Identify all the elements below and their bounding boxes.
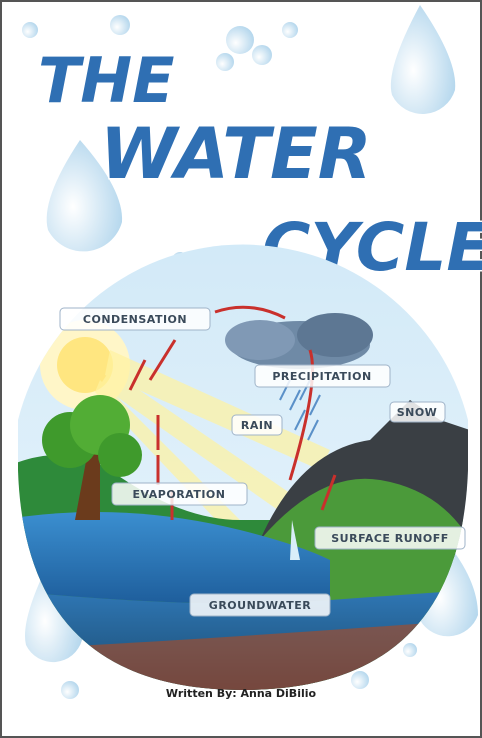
label: CONDENSATION [83,313,187,326]
author: Written By: Anna DiBilio [166,687,317,700]
label: RAIN [241,419,273,432]
page: {"cover": { "title_lines": ["THE", "WATE… [0,0,482,738]
label: SNOW [397,406,438,419]
label: GROUNDWATER [209,599,311,612]
label: PRECIPITATION [272,370,371,383]
title-line: THE [38,44,175,117]
book-cover: THE WATER CYCLE [0,0,482,738]
label: EVAPORATION [133,488,226,501]
title-line: WATER [100,113,372,195]
label: SURFACE RUNOFF [331,532,449,545]
